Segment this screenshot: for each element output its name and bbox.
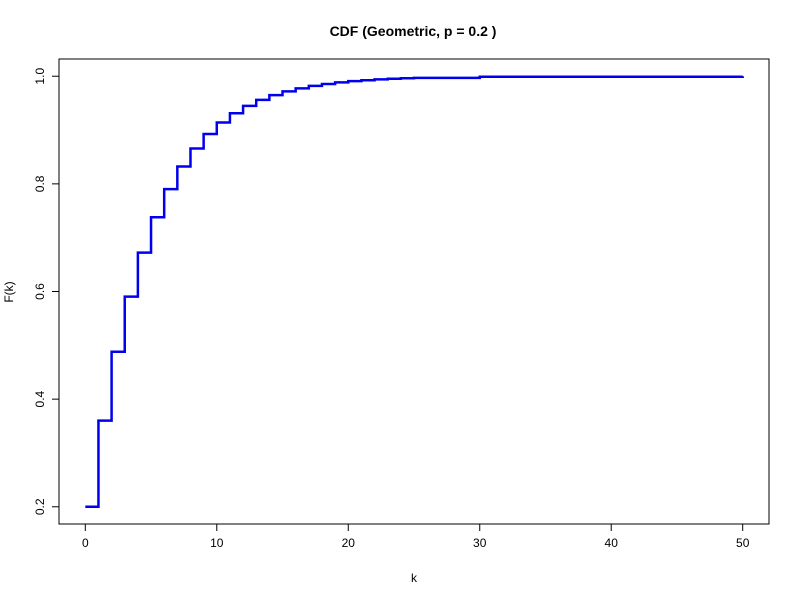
y-tick-label: 1.0 xyxy=(33,68,47,85)
x-tick-label: 0 xyxy=(82,536,89,550)
x-tick-label: 50 xyxy=(736,536,750,550)
y-tick-label: 0.6 xyxy=(33,283,47,300)
x-tick-label: 20 xyxy=(342,536,356,550)
chart-title: CDF (Geometric, p = 0.2 ) xyxy=(330,23,497,39)
x-tick-label: 40 xyxy=(605,536,619,550)
x-tick-label: 30 xyxy=(473,536,487,550)
y-tick-label: 0.2 xyxy=(33,498,47,515)
y-tick-label: 0.4 xyxy=(33,390,47,407)
plot-frame xyxy=(58,58,770,525)
x-tick-label: 10 xyxy=(210,536,224,550)
y-axis-label: F(k) xyxy=(2,281,16,302)
x-axis-label: k xyxy=(411,571,418,585)
series-group xyxy=(85,75,744,509)
cdf-step-line xyxy=(85,75,744,509)
x-axis: 0 10 20 30 40 50 xyxy=(82,523,750,550)
y-tick-label: 0.8 xyxy=(33,175,47,192)
y-axis: 0.2 0.4 0.6 0.8 1.0 xyxy=(33,68,60,515)
